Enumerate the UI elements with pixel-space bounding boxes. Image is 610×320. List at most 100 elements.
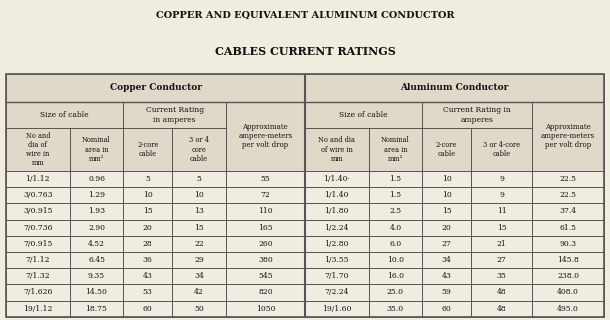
Bar: [172, 300, 226, 317]
Bar: [422, 236, 471, 252]
Text: 238.0: 238.0: [557, 272, 579, 280]
Bar: [305, 220, 368, 236]
Text: 10: 10: [194, 191, 204, 199]
Text: 10: 10: [442, 191, 451, 199]
Bar: [532, 268, 604, 284]
Bar: [226, 220, 305, 236]
Bar: [6, 252, 70, 268]
Bar: [368, 187, 422, 203]
Text: 5: 5: [145, 175, 150, 183]
Bar: [6, 187, 70, 203]
Bar: [6, 101, 123, 128]
Text: 15: 15: [194, 224, 204, 232]
Bar: [6, 236, 70, 252]
Bar: [422, 128, 471, 171]
Text: 2.90: 2.90: [88, 224, 105, 232]
Bar: [305, 300, 368, 317]
Text: CABLES CURRENT RATINGS: CABLES CURRENT RATINGS: [215, 46, 395, 57]
Bar: [70, 284, 123, 300]
Bar: [172, 252, 226, 268]
Bar: [172, 236, 226, 252]
Bar: [422, 220, 471, 236]
Text: 9.35: 9.35: [88, 272, 105, 280]
Text: 34: 34: [442, 256, 451, 264]
Text: 1.5: 1.5: [389, 191, 401, 199]
Bar: [368, 220, 422, 236]
Text: 20: 20: [442, 224, 451, 232]
Bar: [226, 187, 305, 203]
Bar: [471, 128, 532, 171]
Bar: [471, 236, 532, 252]
Bar: [368, 128, 422, 171]
Bar: [6, 300, 70, 317]
Bar: [6, 220, 70, 236]
Bar: [368, 171, 422, 187]
Bar: [532, 284, 604, 300]
Text: 59: 59: [442, 289, 451, 296]
Bar: [172, 300, 226, 317]
Text: 6.45: 6.45: [88, 256, 105, 264]
Bar: [172, 171, 226, 187]
Bar: [305, 203, 368, 220]
Bar: [70, 268, 123, 284]
Bar: [368, 284, 422, 300]
Bar: [226, 300, 305, 317]
Text: 15: 15: [143, 207, 152, 215]
Bar: [6, 74, 305, 101]
Text: 1/1.40·: 1/1.40·: [323, 175, 350, 183]
Bar: [123, 284, 172, 300]
Text: 48: 48: [497, 289, 506, 296]
Bar: [471, 187, 532, 203]
Bar: [172, 268, 226, 284]
Bar: [422, 268, 471, 284]
Text: 19/1.12: 19/1.12: [23, 305, 52, 313]
Bar: [123, 128, 172, 171]
Bar: [368, 220, 422, 236]
Bar: [123, 268, 172, 284]
Bar: [471, 252, 532, 268]
Bar: [532, 101, 604, 171]
Text: 1/1.40: 1/1.40: [325, 191, 349, 199]
Bar: [226, 236, 305, 252]
Text: 60: 60: [143, 305, 152, 313]
Text: 11: 11: [497, 207, 506, 215]
Bar: [6, 171, 70, 187]
Bar: [422, 171, 471, 187]
Bar: [226, 220, 305, 236]
Bar: [6, 268, 70, 284]
Bar: [70, 268, 123, 284]
Text: 0.96: 0.96: [88, 175, 105, 183]
Bar: [6, 203, 70, 220]
Bar: [226, 171, 305, 187]
Bar: [123, 268, 172, 284]
Bar: [305, 236, 368, 252]
Text: 1/2.80: 1/2.80: [325, 240, 349, 248]
Bar: [422, 101, 532, 128]
Bar: [368, 300, 422, 317]
Bar: [532, 171, 604, 187]
Bar: [172, 128, 226, 171]
Bar: [532, 252, 604, 268]
Text: Nominal
area in
mm²: Nominal area in mm²: [82, 136, 111, 163]
Bar: [70, 236, 123, 252]
Bar: [305, 236, 368, 252]
Text: 6.0: 6.0: [389, 240, 401, 248]
Bar: [70, 187, 123, 203]
Bar: [532, 187, 604, 203]
Bar: [532, 203, 604, 220]
Bar: [70, 300, 123, 317]
Bar: [226, 236, 305, 252]
Bar: [471, 300, 532, 317]
Bar: [532, 268, 604, 284]
Text: 3 or 4-core
cable: 3 or 4-core cable: [483, 141, 520, 158]
Bar: [6, 74, 305, 101]
Bar: [471, 252, 532, 268]
Text: Size of cable: Size of cable: [339, 111, 388, 119]
Text: 10: 10: [442, 175, 451, 183]
Text: No and
dia of
wire in
mm: No and dia of wire in mm: [26, 132, 50, 167]
Bar: [226, 171, 305, 187]
Bar: [471, 203, 532, 220]
Text: 3/0.763: 3/0.763: [23, 191, 52, 199]
Text: Aluminum Conductor: Aluminum Conductor: [400, 83, 509, 92]
Bar: [123, 203, 172, 220]
